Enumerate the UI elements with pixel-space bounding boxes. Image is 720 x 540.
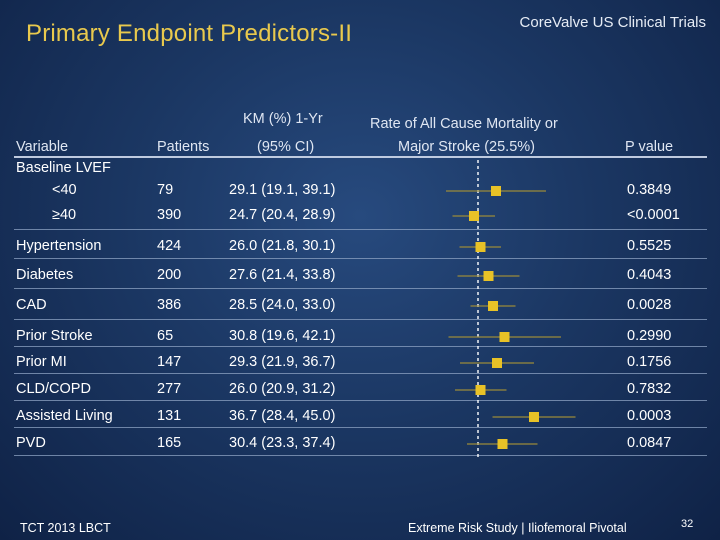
header-rate-line1: Rate of All Cause Mortality or bbox=[370, 116, 558, 132]
row-variable: Hypertension bbox=[16, 238, 102, 254]
row-variable: Prior Stroke bbox=[16, 328, 93, 344]
row-variable: PVD bbox=[16, 435, 46, 451]
footer-left: TCT 2013 LBCT bbox=[20, 521, 111, 535]
row-divider bbox=[14, 400, 707, 401]
row-variable: Diabetes bbox=[16, 267, 74, 283]
row-patients: 424 bbox=[157, 238, 182, 254]
row-divider bbox=[14, 229, 707, 230]
row-km-ci: 26.0 (21.8, 30.1) bbox=[229, 238, 336, 254]
header-rule bbox=[14, 156, 707, 158]
footer-study: Extreme Risk Study bbox=[408, 521, 518, 535]
row-km-ci: 29.1 (19.1, 39.1) bbox=[229, 182, 336, 198]
row-patients: 131 bbox=[157, 408, 182, 424]
row-patients: 165 bbox=[157, 435, 182, 451]
row-variable: <40 bbox=[52, 182, 77, 198]
row-divider bbox=[14, 427, 707, 428]
footer-separator: | bbox=[521, 521, 525, 535]
row-km-ci: 24.7 (20.4, 28.9) bbox=[229, 207, 336, 223]
row-variable: Assisted Living bbox=[16, 408, 113, 424]
point-estimate bbox=[475, 385, 486, 395]
row-divider bbox=[14, 258, 707, 259]
point-estimate bbox=[491, 186, 501, 196]
row-pvalue: 0.5525 bbox=[627, 238, 672, 254]
group-label-baseline-lvef: Baseline LVEF bbox=[16, 160, 111, 176]
row-divider bbox=[14, 373, 707, 374]
row-pvalue: 0.0847 bbox=[627, 435, 672, 451]
point-estimate bbox=[488, 301, 498, 311]
row-patients: 79 bbox=[157, 182, 174, 198]
row-variable: CLD/COPD bbox=[16, 381, 91, 397]
row-pvalue: 0.7832 bbox=[627, 381, 672, 397]
point-estimate bbox=[529, 412, 539, 422]
header-rate-line2: Major Stroke (25.5%) bbox=[398, 139, 535, 155]
footer-cohort: Iliofemoral Pivotal bbox=[527, 521, 627, 535]
row-patients: 65 bbox=[157, 328, 174, 344]
header-km-line1: KM (%) 1-Yr bbox=[243, 111, 323, 127]
header-km-line2: (95% CI) bbox=[257, 139, 315, 155]
row-km-ci: 26.0 (20.9, 31.2) bbox=[229, 381, 336, 397]
row-pvalue: <0.0001 bbox=[627, 207, 680, 223]
row-variable: CAD bbox=[16, 297, 47, 313]
row-divider bbox=[14, 319, 707, 320]
point-estimate bbox=[469, 211, 479, 221]
row-pvalue: 0.2990 bbox=[627, 328, 672, 344]
row-km-ci: 30.8 (19.6, 42.1) bbox=[229, 328, 336, 344]
point-estimate bbox=[497, 439, 508, 449]
row-divider bbox=[14, 455, 707, 456]
row-patients: 277 bbox=[157, 381, 182, 397]
row-km-ci: 36.7 (28.4, 45.0) bbox=[229, 408, 336, 424]
point-estimate bbox=[483, 271, 494, 281]
row-patients: 200 bbox=[157, 267, 182, 283]
point-estimate bbox=[475, 242, 486, 252]
row-pvalue: 0.1756 bbox=[627, 354, 672, 370]
row-patients: 147 bbox=[157, 354, 182, 370]
row-pvalue: 0.4043 bbox=[627, 267, 672, 283]
footer-right: Extreme Risk Study | Iliofemoral Pivotal bbox=[408, 521, 627, 535]
row-pvalue: 0.0003 bbox=[627, 408, 672, 424]
row-patients: 386 bbox=[157, 297, 182, 313]
point-estimate bbox=[499, 332, 510, 342]
point-estimate bbox=[492, 358, 502, 368]
row-patients: 390 bbox=[157, 207, 182, 223]
row-km-ci: 27.6 (21.4, 33.8) bbox=[229, 267, 336, 283]
row-pvalue: 0.3849 bbox=[627, 182, 672, 198]
header-variable: Variable bbox=[16, 139, 69, 155]
slide-title: Primary Endpoint Predictors-II bbox=[26, 20, 353, 47]
row-km-ci: 28.5 (24.0, 33.0) bbox=[229, 297, 336, 313]
header-patients: Patients bbox=[157, 139, 210, 155]
brand-logo-text: CoreValve US Clinical Trials bbox=[519, 14, 706, 31]
row-divider bbox=[14, 346, 707, 347]
row-variable: ≥40 bbox=[52, 207, 77, 223]
page-number: 32 bbox=[681, 518, 694, 530]
row-variable: Prior MI bbox=[16, 354, 67, 370]
row-km-ci: 29.3 (21.9, 36.7) bbox=[229, 354, 336, 370]
header-pvalue: P value bbox=[625, 139, 674, 155]
row-pvalue: 0.0028 bbox=[627, 297, 672, 313]
row-km-ci: 30.4 (23.3, 37.4) bbox=[229, 435, 336, 451]
row-divider bbox=[14, 288, 707, 289]
